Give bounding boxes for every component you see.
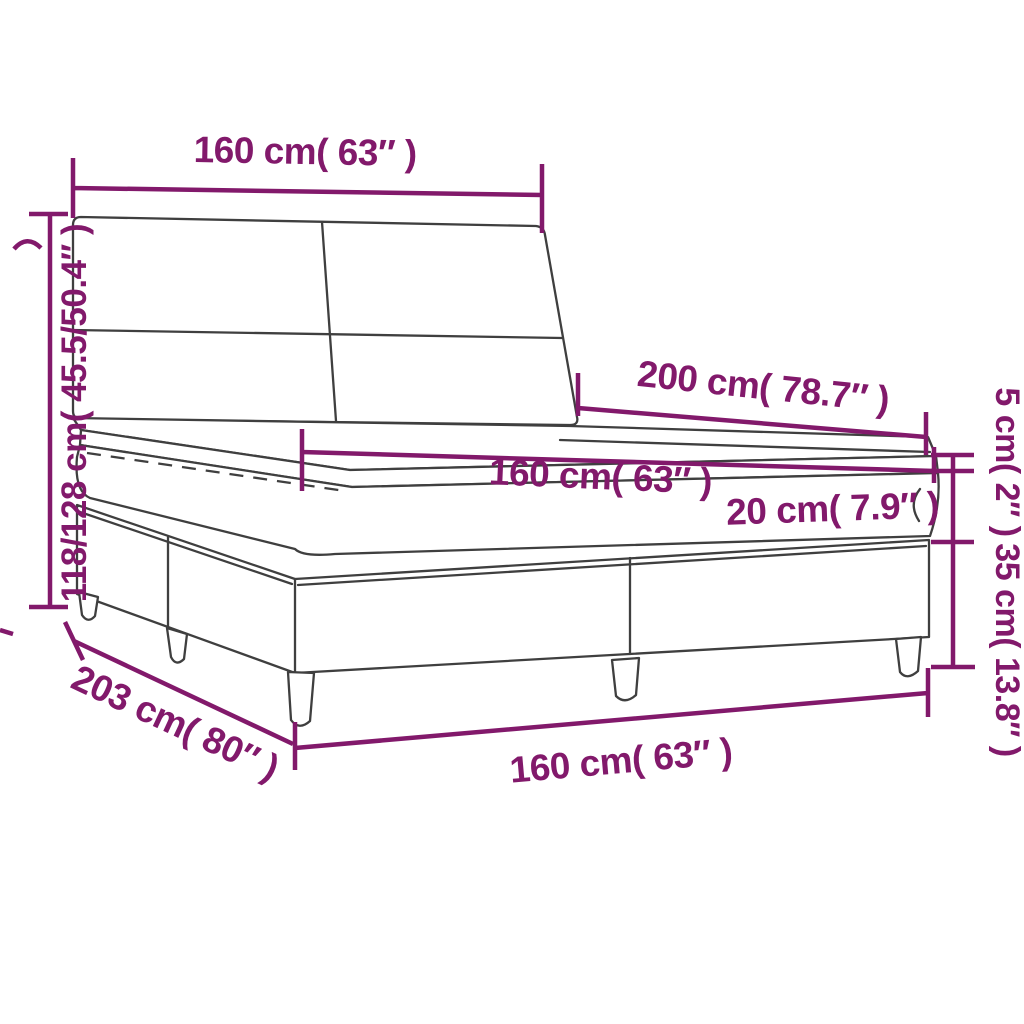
dimension-line-base-length bbox=[62, 621, 294, 747]
dim-label-base-height: 35 cm( 13.8″ ) bbox=[988, 543, 1024, 756]
headboard-horizontal-divider bbox=[71, 328, 564, 340]
dim-label-mattress-height: 20 cm( 7.9″ ) bbox=[726, 484, 940, 532]
bed-leg bbox=[894, 635, 923, 678]
bed-leg bbox=[610, 656, 641, 702]
bed-leg bbox=[165, 626, 189, 664]
dim-label-topper-height: 5 cm( 2″ ) bbox=[988, 387, 1024, 536]
dimension-line-mattress-length bbox=[575, 373, 929, 455]
dim-label-mattress-width: 160 cm( 63″ ) bbox=[488, 451, 713, 502]
dim-label-base-width: 160 cm( 63″ ) bbox=[508, 730, 734, 790]
mattress-corner-crease bbox=[912, 487, 922, 523]
mattress-outline bbox=[75, 443, 940, 556]
bed-leg bbox=[286, 670, 316, 727]
dim-label-overall-height: 118/128 cm( 45.5/50.4″ ) bbox=[55, 224, 94, 602]
base-side-top-seam bbox=[78, 510, 294, 586]
topper-far-edge-line bbox=[558, 438, 932, 454]
dim-label-headboard-width: 160 cm( 63″ ) bbox=[193, 129, 417, 174]
dimension-line-headboard-width bbox=[70, 158, 545, 233]
headboard-vertical-divider bbox=[320, 220, 338, 423]
dimension-line-overall-height bbox=[29, 211, 68, 610]
dim-label-mattress-length: 200 cm( 78.7″ ) bbox=[635, 353, 891, 420]
dimension-extension-dash bbox=[0, 627, 14, 637]
bed-leg bbox=[77, 590, 100, 621]
dimension-extension-arc bbox=[12, 239, 43, 251]
headboard-outline bbox=[71, 215, 579, 427]
dimension-line-right-column bbox=[931, 452, 975, 670]
base-front-top-seam bbox=[296, 544, 928, 587]
dimension-line-base-width bbox=[292, 668, 931, 770]
